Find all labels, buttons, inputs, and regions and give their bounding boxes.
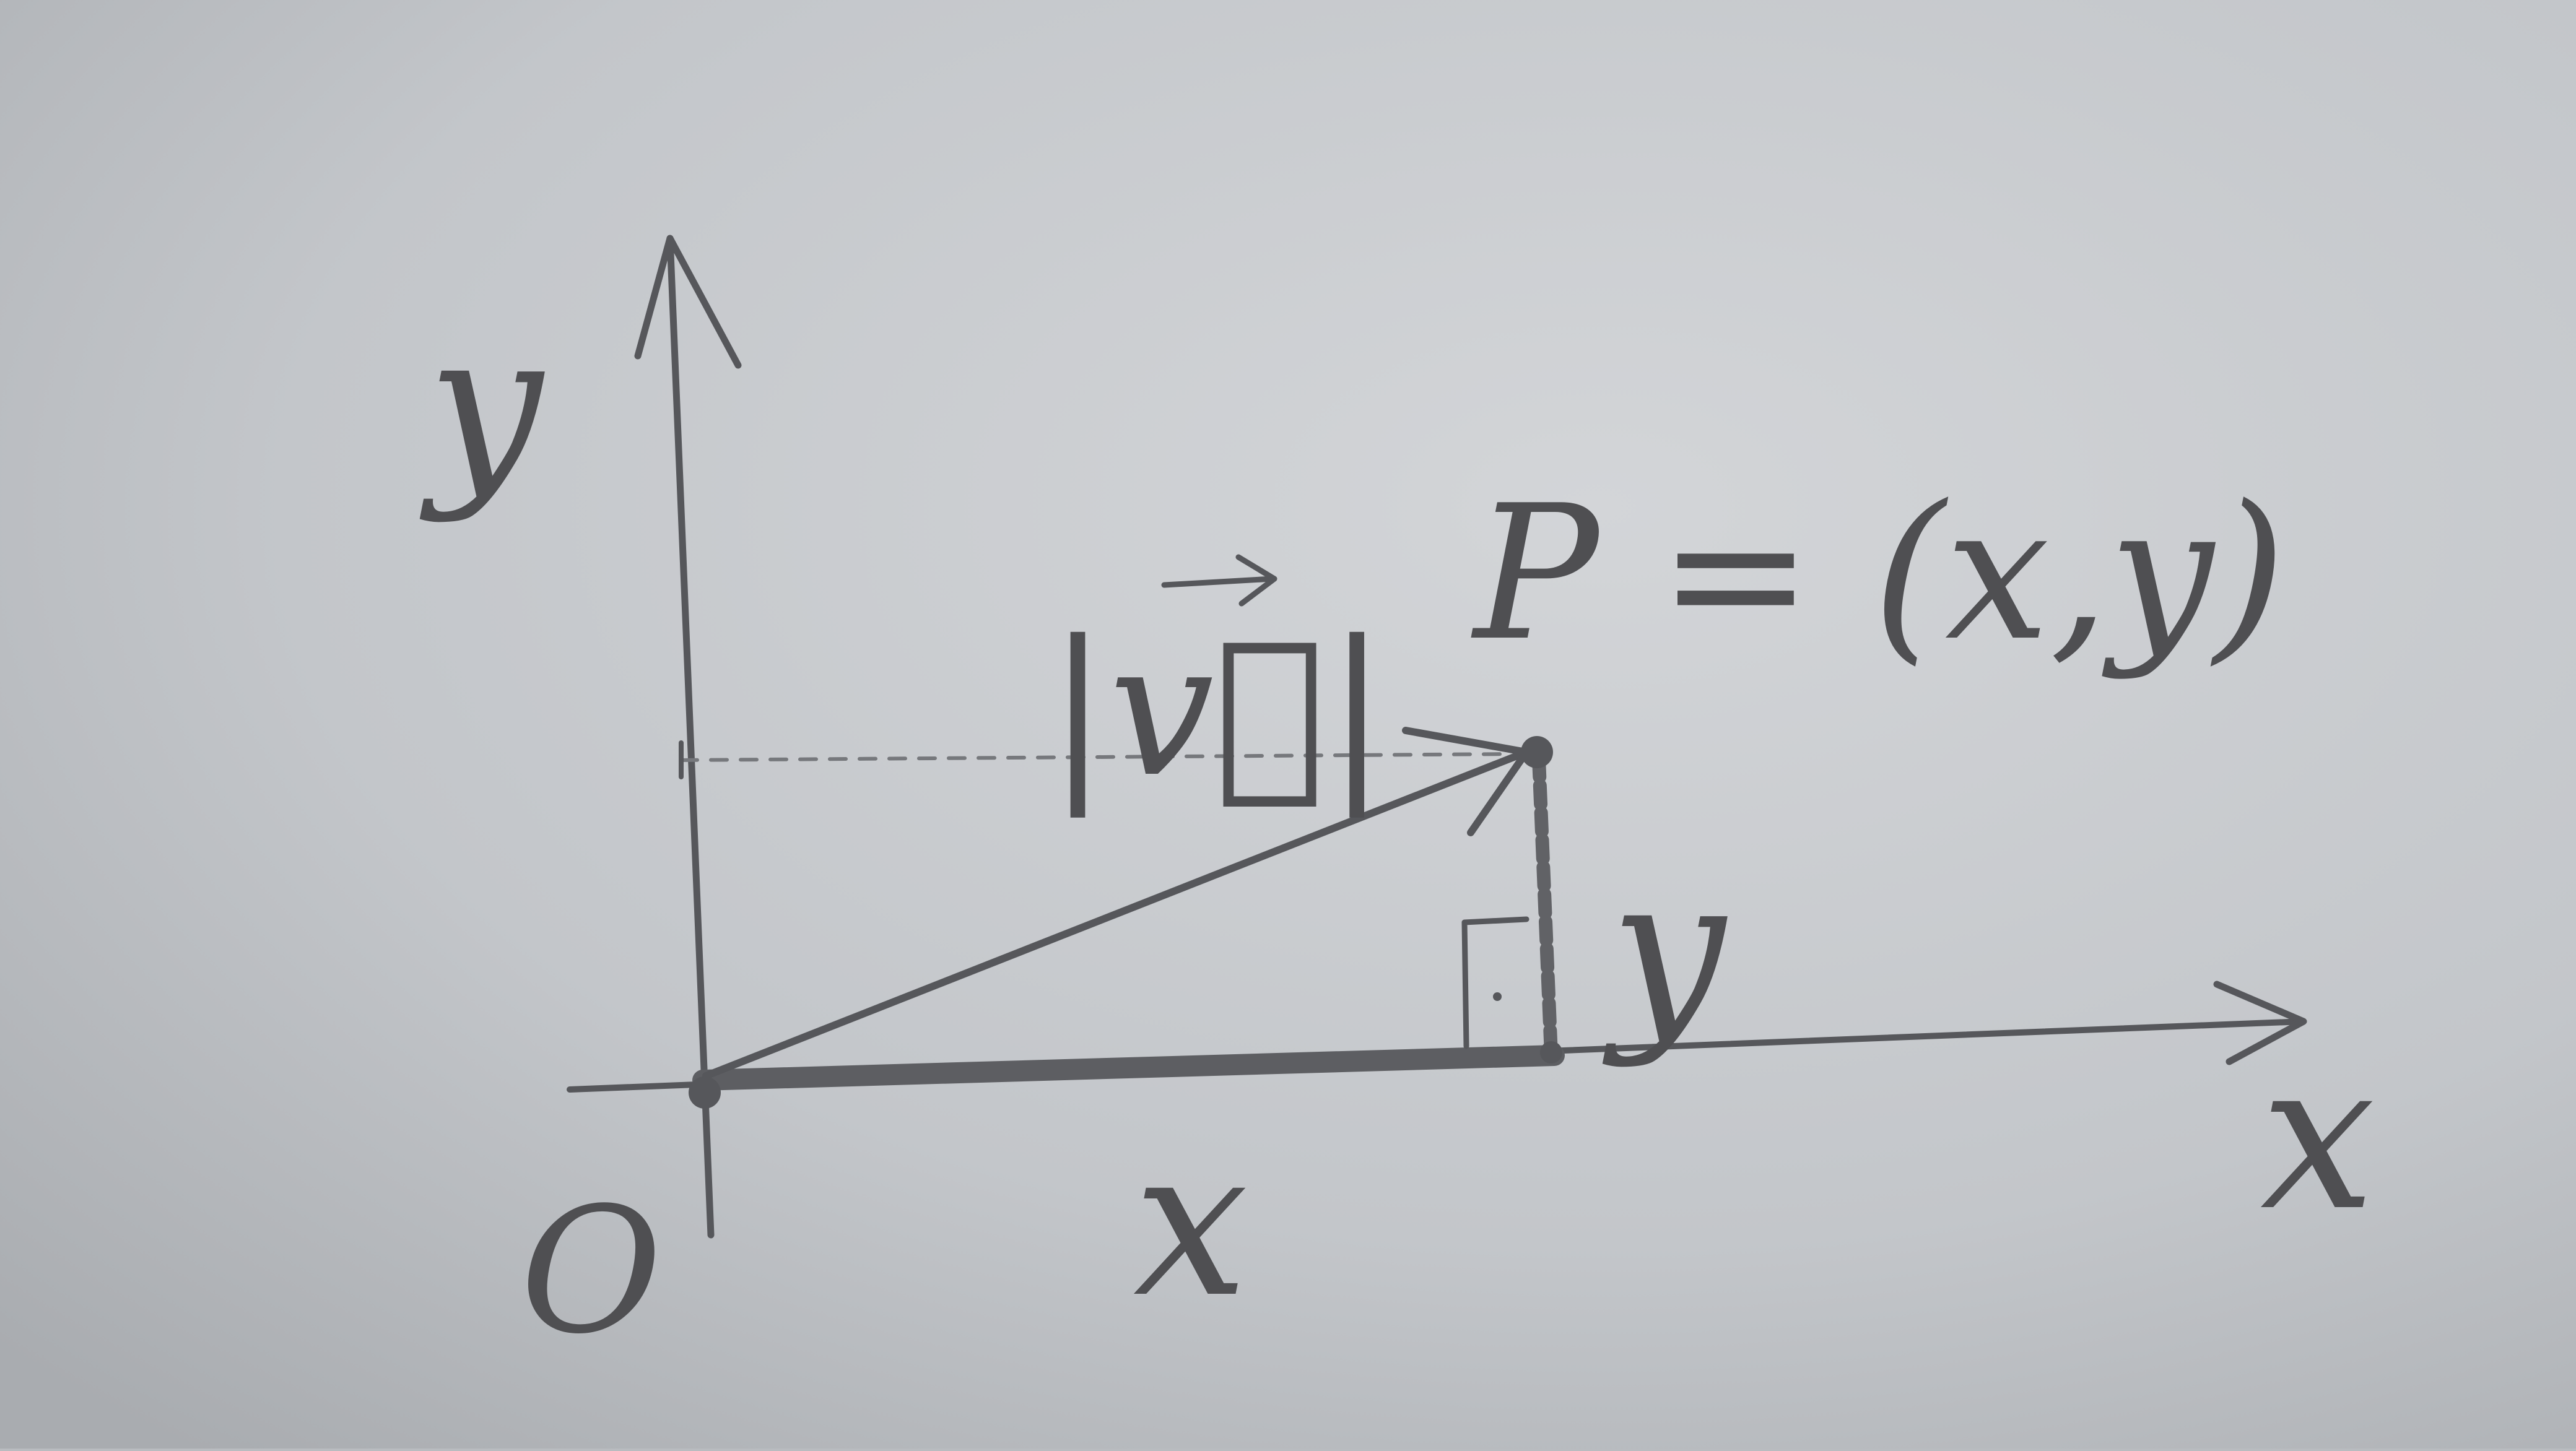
x-component-segment xyxy=(692,1045,1565,1091)
x-axis-arrowhead xyxy=(2213,981,2307,1065)
x-component-label: x xyxy=(1133,1104,1248,1342)
magnitude-vector-arrowhead xyxy=(1235,554,1277,607)
origin-label: O xyxy=(520,1171,663,1372)
right-angle-mark xyxy=(1461,916,1530,1049)
y-axis-label: y xyxy=(418,287,546,525)
origin-dot xyxy=(689,1076,721,1109)
y-axis-arrowhead xyxy=(634,235,742,369)
right-angle-dot xyxy=(1493,992,1502,1001)
y-component-label: y xyxy=(1601,832,1728,1070)
y-component-segment xyxy=(1532,751,1558,1062)
y-axis-line xyxy=(666,235,715,1239)
magnitude-vector-arrow xyxy=(1161,576,1276,588)
point-p-label: P = (x,y) xyxy=(1471,466,2286,682)
magnitude-label: |v⃗| xyxy=(1046,602,1388,820)
y-projection-dashed-line xyxy=(679,752,1513,762)
x-axis-label: x xyxy=(2260,1018,2375,1255)
point-p-dot xyxy=(1521,736,1553,768)
vector-v-line xyxy=(702,748,1530,1080)
foot-dot xyxy=(1540,1041,1562,1063)
